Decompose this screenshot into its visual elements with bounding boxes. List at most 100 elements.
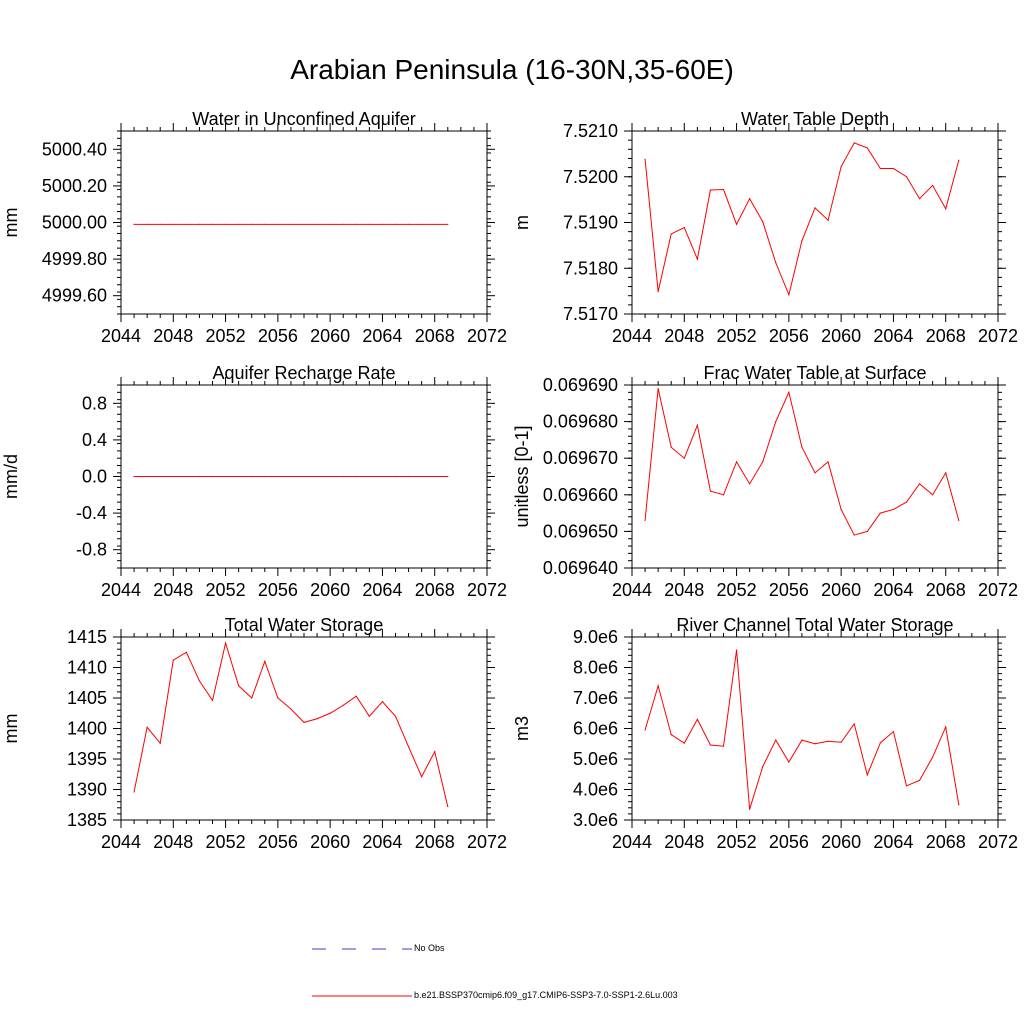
data-point [958,804,960,806]
data-point [735,223,738,225]
data-point [251,475,253,478]
data-point [827,461,829,463]
data-point [277,475,279,478]
data-point [264,223,266,225]
data-point [238,685,240,687]
data-point [709,744,712,746]
data-point [277,697,279,699]
data-point [749,483,751,485]
data-point [368,223,370,225]
x-tick-label: 2056 [258,580,298,600]
legend-obs-label: No Obs [414,943,445,953]
data-point [172,475,174,478]
y-axis-label: unitless [0-1] [512,425,532,527]
data-point [853,534,855,536]
x-tick-label: 2048 [153,580,193,600]
data-point [447,475,449,478]
data-point [316,475,318,478]
x-tick-label: 2056 [258,326,298,346]
y-tick-label: 0.069650 [543,521,618,541]
data-point [945,472,947,474]
data-point [224,642,227,644]
x-tick-label: 2048 [153,326,193,346]
data-point [840,508,842,511]
data-point [932,494,934,496]
y-tick-label: -0.4 [76,503,107,523]
data-point [762,766,764,768]
x-tick-label: 2064 [362,832,402,852]
data-point [421,223,423,225]
x-tick-label: 2060 [821,326,861,346]
data-point [251,223,253,225]
y-tick-label: 7.5180 [563,258,618,278]
data-point [735,461,738,463]
y-tick-label: 7.0e6 [573,688,618,708]
data-point [394,223,397,225]
y-axis-label: mm [1,714,21,744]
data-point [801,739,803,741]
data-point [264,660,266,663]
x-tick-label: 2072 [978,580,1018,600]
series-line-1 [644,142,960,297]
data-point [683,742,685,744]
data-point [905,176,908,178]
y-tick-label: 1395 [67,749,107,769]
data-point [775,262,777,264]
data-point [709,189,712,191]
data-point [683,457,685,459]
data-point [814,472,816,474]
data-point [696,258,698,260]
data-point [238,475,240,478]
data-point [709,490,712,492]
data-point [172,223,174,225]
x-tick-label: 2072 [467,326,507,346]
data-point [892,167,895,170]
data-point [368,475,370,478]
data-point [918,483,921,485]
data-point [355,695,357,697]
data-point [316,718,318,720]
data-point [683,226,685,229]
y-tick-label: 1400 [67,719,107,739]
data-point [224,475,227,478]
data-point [722,745,725,747]
data-point [381,701,384,703]
y-tick-label: 0.069670 [543,448,618,468]
y-tick-label: 5000.20 [42,176,107,196]
x-tick-label: 2060 [821,832,861,852]
x-tick-label: 2052 [206,832,246,852]
data-point [945,208,947,210]
x-tick-label: 2064 [362,326,402,346]
panel-title: Total Water Storage [225,615,383,635]
y-tick-label: 1410 [67,658,107,678]
x-tick-label: 2068 [415,832,455,852]
y-tick-label: 7.5210 [563,121,618,141]
data-point [644,158,646,160]
data-point [905,501,908,503]
data-point [918,198,921,200]
chart-panel-1: Water in Unconfined Aquifer mm 2044 2048 205… [1,109,507,346]
data-point [866,530,868,533]
y-tick-label: 0.069660 [543,485,618,505]
data-point [146,726,148,728]
plot-frame [631,636,999,821]
data-point [670,446,672,448]
data-point [421,776,423,778]
x-tick-label: 2060 [310,326,350,346]
x-tick-label: 2048 [153,832,193,852]
series-line-1 [644,650,960,810]
y-tick-label: 0.069680 [543,412,618,432]
data-point [749,808,751,810]
page-title: Arabian Peninsula (16-30N,35-60E) [290,54,734,85]
data-point [788,391,790,393]
y-tick-label: 5000.40 [42,139,107,159]
data-point [159,223,161,225]
data-point [172,659,174,661]
data-point [958,159,960,161]
y-tick-label: 4999.80 [42,249,107,269]
y-tick-label: 0.069690 [543,375,618,395]
data-point [133,475,135,478]
plot-frame [631,130,999,315]
y-axis-label: mm [1,208,21,238]
data-point [775,739,777,741]
